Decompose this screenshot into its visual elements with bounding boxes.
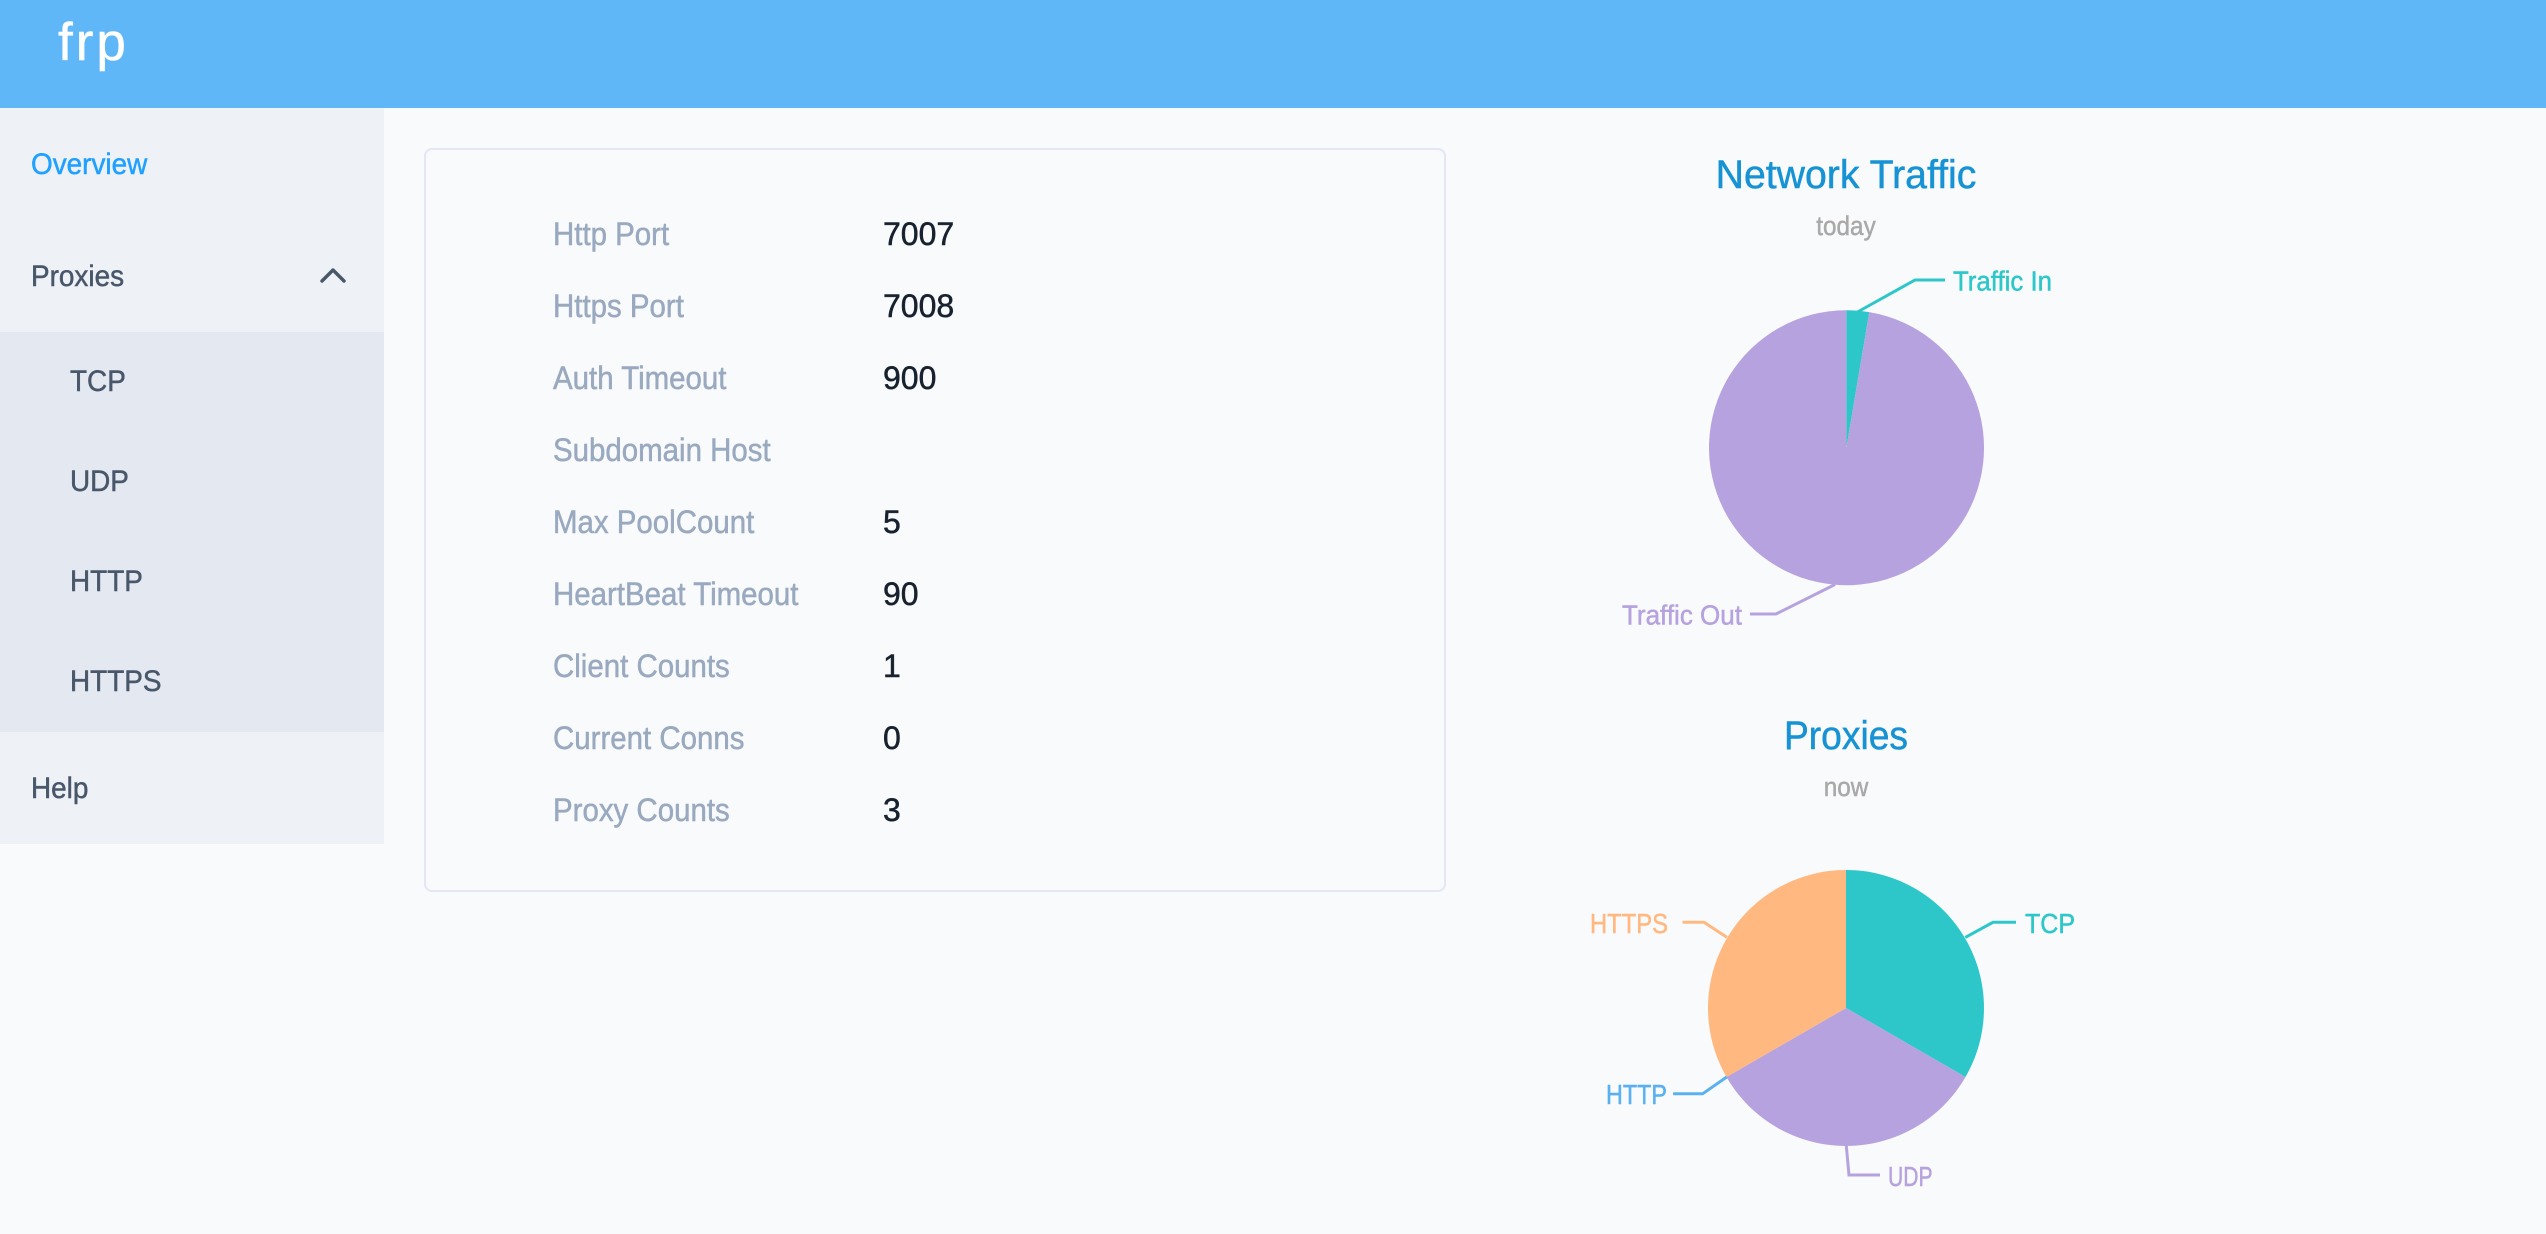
svg-text:HTTP: HTTP: [1606, 1079, 1667, 1110]
svg-text:Traffic Out: Traffic Out: [1622, 600, 1742, 631]
svg-text:TCP: TCP: [2025, 908, 2075, 939]
svg-text:Traffic In: Traffic In: [1953, 266, 2052, 297]
svg-text:UDP: UDP: [1888, 1161, 1933, 1192]
svg-text:HTTPS: HTTPS: [1590, 908, 1668, 939]
